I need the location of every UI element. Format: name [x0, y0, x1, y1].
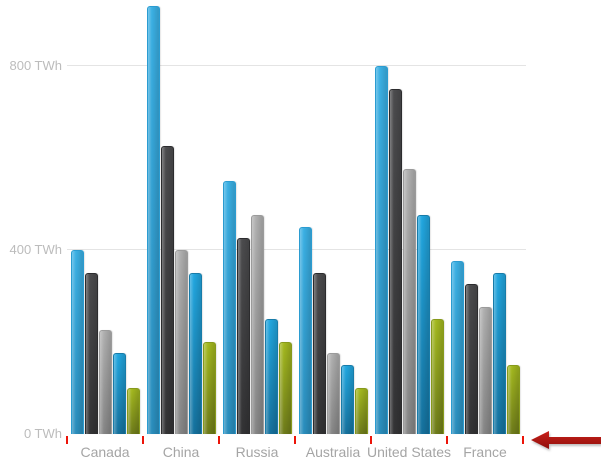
category-label-text: Canada — [80, 444, 130, 460]
bar-series-4-blue-france — [492, 273, 506, 434]
x-axis-tick — [522, 436, 524, 444]
category-label-text: Australia — [305, 444, 361, 460]
bar-series-3-silver-united-states — [402, 169, 416, 434]
category-label: United States — [367, 444, 451, 460]
bar-series-3-silver-russia — [250, 215, 264, 434]
bar-series-3-silver-australia — [326, 353, 340, 434]
bar-series-2-dark-gray-russia — [236, 238, 250, 434]
grid-line — [67, 249, 526, 250]
category-label: Russia — [219, 444, 295, 460]
x-axis-tick — [294, 436, 296, 444]
x-axis-tick — [142, 436, 144, 444]
bar-series-4-blue-china — [188, 273, 202, 434]
x-axis-tick — [446, 436, 448, 444]
category-label: Australia — [295, 444, 371, 460]
bar-series-5-olive-france — [506, 365, 520, 434]
bar-series-3-silver-france — [478, 307, 492, 434]
category-label-text: Russia — [235, 444, 279, 460]
bar-group-china — [143, 0, 219, 434]
x-axis-tick — [370, 436, 372, 444]
bar-series-1-light-blue-united-states — [374, 66, 388, 434]
bar-series-1-light-blue-russia — [222, 181, 236, 434]
bar-series-2-dark-gray-australia — [312, 273, 326, 434]
bar-series-1-light-blue-australia — [298, 227, 312, 434]
x-axis-tick — [66, 436, 68, 444]
x-axis-tick — [218, 436, 220, 444]
category-label: France — [447, 444, 523, 460]
category-label-text: China — [162, 444, 200, 460]
bar-series-1-light-blue-china — [146, 6, 160, 434]
bar-series-2-dark-gray-china — [160, 146, 174, 434]
category-label: China — [143, 444, 219, 460]
bar-series-3-silver-canada — [98, 330, 112, 434]
bar-series-5-olive-russia — [278, 342, 292, 434]
bar-series-4-blue-canada — [112, 353, 126, 434]
bar-group-united-states — [371, 0, 447, 434]
bar-series-2-dark-gray-united-states — [388, 89, 402, 434]
bar-series-4-blue-united-states — [416, 215, 430, 434]
category-label-text: France — [463, 444, 507, 460]
bar-series-2-dark-gray-canada — [84, 273, 98, 434]
bar-series-5-olive-united-states — [430, 319, 444, 434]
category-label-text: United States — [366, 444, 452, 460]
y-axis-label: 800 TWh — [9, 58, 62, 73]
bar-group-france — [447, 0, 523, 434]
bar-series-4-blue-russia — [264, 319, 278, 434]
bar-group-russia — [219, 0, 295, 434]
bar-group-canada — [67, 0, 143, 434]
bar-series-3-silver-china — [174, 250, 188, 434]
bar-series-5-olive-china — [202, 342, 216, 434]
category-label: Canada — [67, 444, 143, 460]
bar-series-5-olive-canada — [126, 388, 140, 434]
bar-series-4-blue-australia — [340, 365, 354, 434]
left-arrow-icon — [531, 431, 601, 449]
bar-series-1-light-blue-france — [450, 261, 464, 434]
bar-series-2-dark-gray-france — [464, 284, 478, 434]
grid-line — [67, 65, 526, 66]
plot-area — [67, 0, 523, 434]
bar-series-1-light-blue-canada — [70, 250, 84, 434]
bar-group-australia — [295, 0, 371, 434]
bar-series-5-olive-australia — [354, 388, 368, 434]
y-axis-label: 400 TWh — [9, 242, 62, 257]
y-axis-label: 0 TWh — [23, 426, 62, 441]
